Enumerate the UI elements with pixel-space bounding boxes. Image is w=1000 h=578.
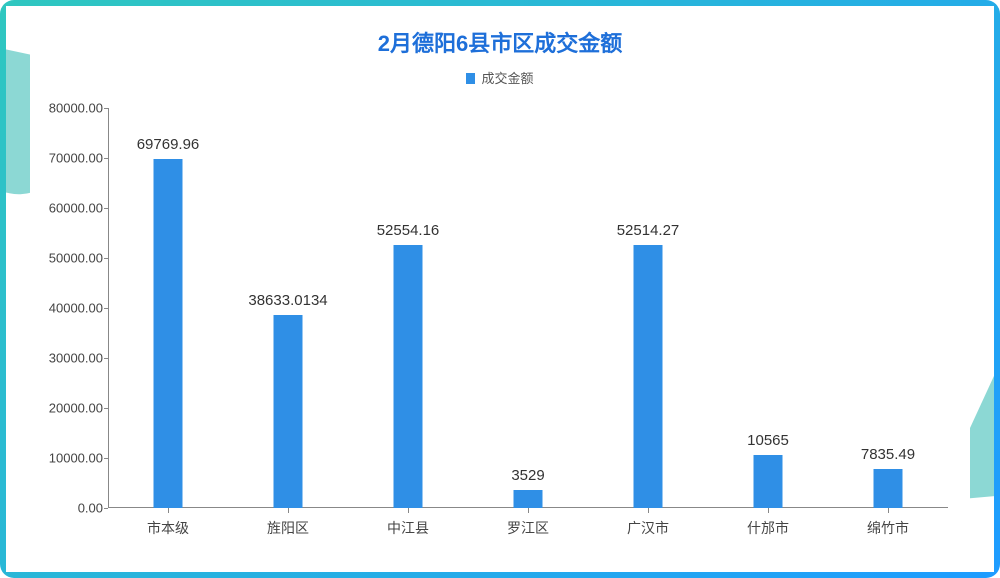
x-tick-label: 旌阳区 [267,518,309,538]
y-tick-mark [104,158,108,159]
y-tick-label: 10000.00 [38,451,103,466]
x-tick-mark [648,508,649,513]
x-tick-mark [288,508,289,513]
x-tick-label: 广汉市 [627,518,669,538]
x-tick-mark [528,508,529,513]
x-tick-label: 中江县 [387,518,429,538]
bar-value-label: 52554.16 [338,222,478,239]
y-tick-mark [104,258,108,259]
y-tick-mark [104,508,108,509]
y-tick-label: 60000.00 [38,201,103,216]
x-tick-label: 罗江区 [507,518,549,538]
bar [154,159,183,508]
chart-card: 2月德阳6县市区成交金额 成交金额 0.0010000.0020000.0030… [30,18,970,558]
y-tick-mark [104,358,108,359]
bar [394,245,423,508]
chart-frame: 2月德阳6县市区成交金额 成交金额 0.0010000.0020000.0030… [0,0,1000,578]
legend-swatch [466,73,475,84]
legend-label: 成交金额 [481,71,533,86]
y-axis-line [108,108,109,508]
plot-area: 0.0010000.0020000.0030000.0040000.005000… [108,108,948,508]
y-tick-label: 0.00 [38,501,103,516]
y-tick-mark [104,458,108,459]
x-tick-mark [768,508,769,513]
y-tick-mark [104,108,108,109]
x-tick-label: 什邡市 [747,518,789,538]
bar [754,455,783,508]
bar [274,315,303,508]
x-tick-mark [408,508,409,513]
y-tick-mark [104,308,108,309]
y-tick-mark [104,208,108,209]
x-tick-label: 市本级 [147,518,189,538]
y-tick-label: 80000.00 [38,101,103,116]
bar-value-label: 69769.96 [98,136,238,153]
y-tick-label: 30000.00 [38,351,103,366]
chart-legend: 成交金额 [30,68,970,87]
bar-value-label: 10565 [698,432,838,449]
y-tick-label: 40000.00 [38,301,103,316]
y-tick-label: 70000.00 [38,151,103,166]
bar-value-label: 38633.0134 [218,292,358,309]
x-tick-mark [168,508,169,513]
bar [634,245,663,508]
y-tick-label: 50000.00 [38,251,103,266]
y-tick-mark [104,408,108,409]
bar-value-label: 7835.49 [818,446,958,463]
bar [514,490,543,508]
bar [874,469,903,508]
chart-title: 2月德阳6县市区成交金额 [30,18,970,58]
x-tick-mark [888,508,889,513]
y-tick-label: 20000.00 [38,401,103,416]
bar-value-label: 52514.27 [578,222,718,239]
x-tick-label: 绵竹市 [867,518,909,538]
bar-value-label: 3529 [458,467,598,484]
